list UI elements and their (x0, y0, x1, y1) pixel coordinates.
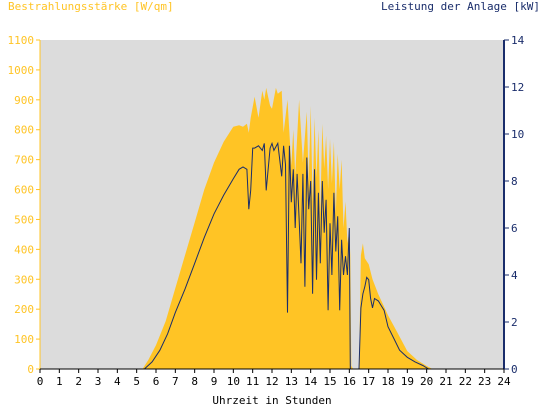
x-tick-label: 23 (478, 375, 491, 388)
left-tick-label: 600 (14, 184, 34, 197)
right-tick-label: 2 (511, 316, 518, 329)
right-tick-label: 4 (511, 269, 518, 282)
x-tick-label: 7 (172, 375, 179, 388)
x-tick-label: 2 (75, 375, 82, 388)
x-tick-label: 22 (459, 375, 472, 388)
x-tick-label: 21 (439, 375, 452, 388)
right-tick-label: 12 (511, 81, 524, 94)
left-tick-label: 0 (27, 363, 34, 376)
left-tick-label: 200 (14, 303, 34, 316)
left-tick-label: 900 (14, 94, 34, 107)
x-tick-label: 19 (401, 375, 414, 388)
x-tick-label: 24 (497, 375, 511, 388)
right-tick-label: 10 (511, 128, 524, 141)
left-axis-title: Bestrahlungsstärke [W/qm] (8, 0, 174, 13)
x-tick-label: 0 (37, 375, 44, 388)
x-tick-label: 8 (191, 375, 198, 388)
x-tick-label: 10 (227, 375, 240, 388)
left-tick-label: 700 (14, 154, 34, 167)
x-tick-label: 5 (133, 375, 140, 388)
left-tick-label: 800 (14, 124, 34, 137)
left-tick-label: 400 (14, 243, 34, 256)
power-line (40, 141, 504, 370)
left-tick-label: 1100 (8, 34, 35, 47)
right-tick-label: 8 (511, 175, 518, 188)
x-tick-label: 14 (304, 375, 318, 388)
left-tick-label: 100 (14, 333, 34, 346)
x-tick-label: 1 (56, 375, 63, 388)
x-tick-label: 18 (381, 375, 394, 388)
left-tick-label: 300 (14, 273, 34, 286)
x-tick-label: 9 (211, 375, 218, 388)
right-tick-label: 0 (511, 363, 518, 376)
left-tick-label: 1000 (8, 64, 35, 77)
x-tick-label: 11 (246, 375, 259, 388)
x-tick-label: 4 (114, 375, 121, 388)
irradiance-area (142, 87, 433, 370)
right-tick-label: 14 (511, 34, 525, 47)
right-tick-label: 6 (511, 222, 518, 235)
left-tick-label: 500 (14, 213, 34, 226)
x-tick-label: 3 (95, 375, 102, 388)
x-tick-label: 16 (343, 375, 356, 388)
x-axis-title: Uhrzeit in Stunden (212, 394, 332, 407)
right-axis-title: Leistung der Anlage [kW] (381, 0, 540, 13)
x-tick-label: 13 (285, 375, 298, 388)
x-tick-label: 15 (323, 375, 336, 388)
x-tick-label: 20 (420, 375, 433, 388)
x-tick-label: 17 (362, 375, 375, 388)
x-tick-label: 12 (265, 375, 278, 388)
x-tick-label: 6 (153, 375, 160, 388)
